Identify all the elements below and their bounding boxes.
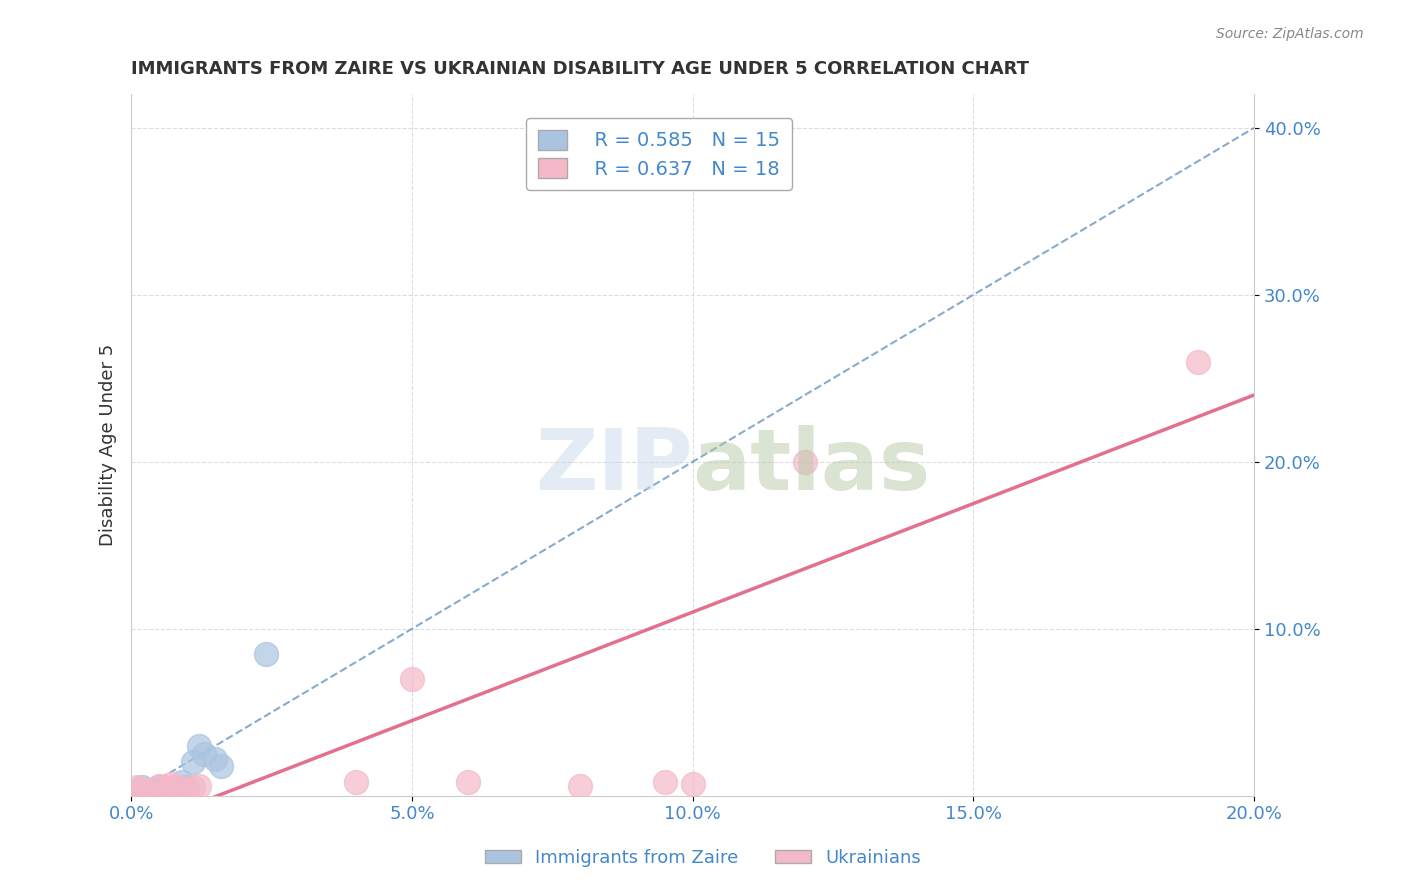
Point (187, 739, 209, 753)
Point (457, 775, 479, 789)
Text: IMMIGRANTS FROM ZAIRE VS UKRAINIAN DISABILITY AGE UNDER 5 CORRELATION CHART: IMMIGRANTS FROM ZAIRE VS UKRAINIAN DISAB… (131, 60, 1029, 78)
Point (181, 780, 204, 795)
Point (181, 756, 204, 770)
Point (159, 777, 181, 791)
Point (153, 780, 176, 795)
Point (136, 785, 159, 799)
Point (165, 782, 187, 797)
Point (131, 782, 153, 797)
Point (176, 780, 198, 795)
Point (153, 782, 176, 797)
Point (159, 783, 181, 797)
Point (209, 758, 232, 772)
Point (254, 647, 277, 661)
Point (136, 783, 159, 797)
Point (794, 455, 817, 469)
Point (204, 752, 226, 766)
Point (131, 780, 153, 795)
Point (187, 779, 209, 793)
Point (170, 775, 193, 789)
Point (401, 672, 423, 686)
Legend:   R = 0.585   N = 15,   R = 0.637   N = 18: R = 0.585 N = 15, R = 0.637 N = 18 (526, 118, 792, 190)
Point (142, 783, 165, 797)
Point (165, 779, 187, 793)
Point (148, 780, 170, 795)
Text: Source: ZipAtlas.com: Source: ZipAtlas.com (1216, 27, 1364, 41)
Point (148, 779, 170, 793)
Legend: Immigrants from Zaire, Ukrainians: Immigrants from Zaire, Ukrainians (478, 842, 928, 874)
Point (193, 747, 215, 761)
Point (1187, 354, 1209, 368)
Point (654, 775, 676, 789)
Text: ZIP: ZIP (534, 425, 693, 508)
Point (682, 777, 704, 791)
Point (344, 775, 367, 789)
Point (125, 780, 148, 795)
Point (569, 779, 592, 793)
Y-axis label: Disability Age Under 5: Disability Age Under 5 (100, 344, 117, 546)
Text: atlas: atlas (693, 425, 931, 508)
Point (176, 782, 198, 797)
